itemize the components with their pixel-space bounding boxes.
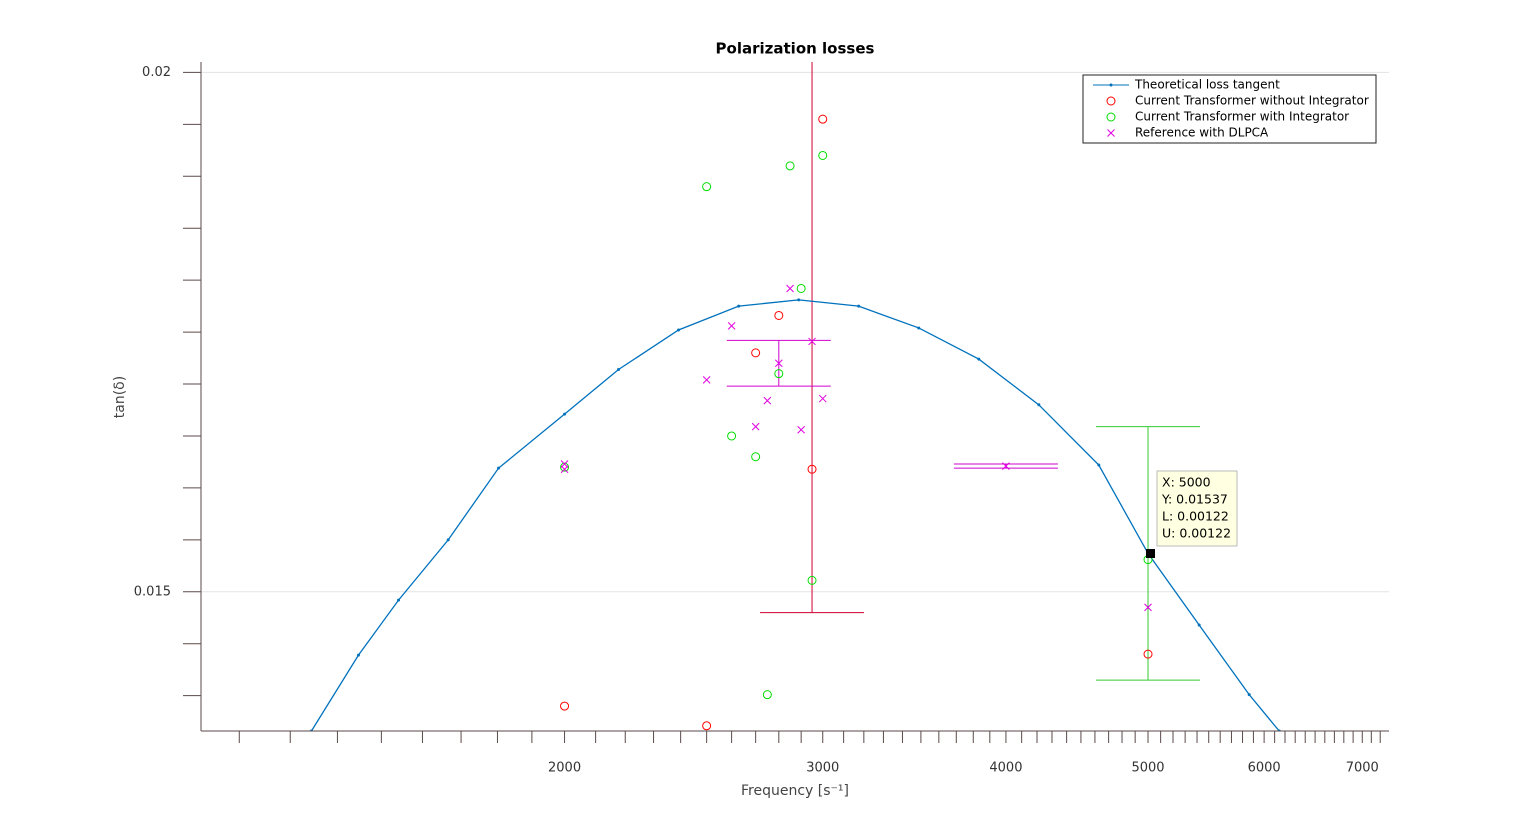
scatter-point <box>796 283 806 293</box>
scatter-point <box>807 575 817 585</box>
scatter-point <box>751 422 760 431</box>
y-axis-label: tan(δ) <box>112 376 128 418</box>
theory-point <box>1197 623 1201 627</box>
x-tick-label: 2000 <box>548 761 581 776</box>
datatip-line: L: 0.00122 <box>1162 509 1229 524</box>
x-tick-label: 7000 <box>1346 761 1379 776</box>
x-tick-label: 4000 <box>989 761 1022 776</box>
datatip-line: U: 0.00122 <box>1162 526 1231 541</box>
x-tick-label: 5000 <box>1131 761 1164 776</box>
scatter-point <box>751 452 761 462</box>
scatter-point <box>751 348 761 358</box>
theory-point <box>977 357 981 361</box>
scatter-point <box>818 394 827 403</box>
x-tick-label: 6000 <box>1248 761 1281 776</box>
y-tick-label: 0.02 <box>142 65 171 80</box>
theory-point <box>563 412 567 416</box>
legend-marker <box>1109 83 1113 87</box>
legend-marker <box>1106 112 1116 122</box>
scatter-point <box>727 431 737 441</box>
scatter-point <box>702 376 711 384</box>
scatter-point <box>1143 649 1153 659</box>
theory-point <box>356 653 360 657</box>
theory-point <box>397 598 401 602</box>
scatter-point <box>702 182 712 192</box>
scatter-point <box>774 310 784 320</box>
legend-label: Current Transformer without Integrator <box>1135 94 1369 108</box>
legend-label: Current Transformer with Integrator <box>1135 110 1349 124</box>
legend-marker <box>1106 96 1116 106</box>
theory-point <box>677 328 681 332</box>
scatter-point <box>774 359 783 368</box>
legend-label: Theoretical loss tangent <box>1134 78 1280 92</box>
theory-point <box>1247 693 1251 697</box>
x-tick-label: 3000 <box>806 761 839 776</box>
scatter-point <box>560 701 570 711</box>
scatter-point <box>702 721 712 731</box>
scatter-point <box>560 462 570 472</box>
datatip-box <box>1156 470 1238 547</box>
scatter-point <box>762 690 772 700</box>
scatter-point <box>727 322 736 330</box>
theory-point <box>1097 463 1101 467</box>
scatter-point <box>818 114 828 124</box>
x-axis-label: Frequency [s⁻¹] <box>741 783 849 799</box>
scatter-point <box>1002 462 1010 470</box>
scatter-point <box>774 369 784 379</box>
datatip-line: Y: 0.01537 <box>1161 492 1228 507</box>
theory-point <box>857 304 861 308</box>
legend-box <box>1082 74 1377 144</box>
theory-point <box>617 367 621 371</box>
scatter-point <box>808 337 816 346</box>
legend-label: Reference with DLPCA <box>1135 126 1269 140</box>
theory-point <box>1037 403 1041 407</box>
theory-point <box>446 538 450 542</box>
y-tick-label: 0.015 <box>134 584 171 599</box>
scatter-point <box>1144 603 1152 612</box>
axes: 0.015 0.02 2000 3000 4000 5000 6000 7000 <box>134 62 1389 776</box>
scatter-point <box>818 150 828 160</box>
scatter-point <box>785 161 795 171</box>
theory-point <box>797 298 801 302</box>
legend-marker <box>1107 129 1115 137</box>
scatter-point <box>560 465 569 474</box>
scatter-point <box>797 425 806 434</box>
scatter-point <box>763 396 772 405</box>
scatter-point <box>807 464 817 474</box>
theory-point <box>737 304 741 308</box>
datatip-line: X: 5000 <box>1162 475 1211 490</box>
grid <box>201 71 1389 593</box>
datatip-marker <box>1146 549 1155 558</box>
chart-title: Polarization losses <box>716 40 875 58</box>
scatter-point <box>786 284 794 293</box>
theory-point <box>497 466 501 470</box>
theory-point <box>917 326 921 330</box>
